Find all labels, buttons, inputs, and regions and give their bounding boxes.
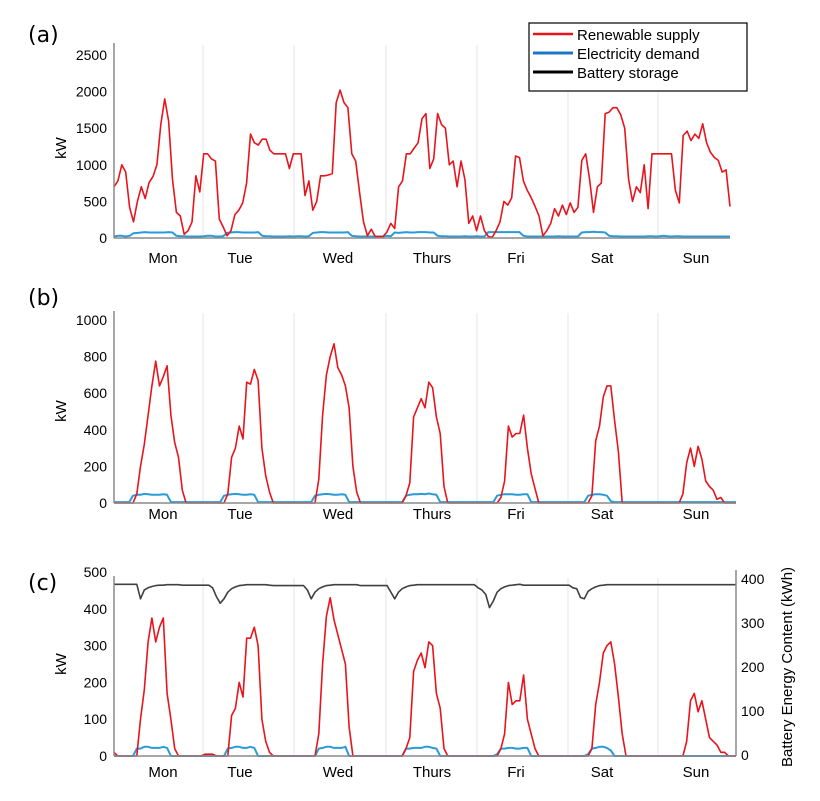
y-tick-label: 200 xyxy=(84,458,108,474)
legend-box xyxy=(528,22,748,92)
day-gridlines xyxy=(202,45,659,238)
y-tick-label: 500 xyxy=(84,564,108,580)
battery-storage-line xyxy=(114,583,736,609)
y-tick-label: 2500 xyxy=(76,47,107,63)
x-tick-label: Thurs xyxy=(413,250,451,267)
renewable-supply-line xyxy=(113,89,731,239)
y-tick-label: 300 xyxy=(84,638,108,654)
series-group xyxy=(113,89,731,239)
series-group xyxy=(113,583,736,757)
y-axis-label: kW xyxy=(53,399,70,422)
panel-label: (c) xyxy=(28,571,57,596)
x-axis-day-labels: Mon Tue Wed Thurs Fri Sat Sun xyxy=(148,250,709,267)
day-gridlines xyxy=(202,313,659,503)
y-tick-label: 500 xyxy=(84,193,108,209)
y-tick-label: 0 xyxy=(99,495,107,511)
y-axis-ticks: 0 100 200 300 400 500 xyxy=(84,564,108,764)
y-tick-label: 1500 xyxy=(76,120,107,136)
panel-label: (a) xyxy=(28,23,59,48)
x-tick-label: Thurs xyxy=(413,764,451,781)
y-tick-label: 1000 xyxy=(76,312,107,328)
legend-label-battery: Battery storage xyxy=(577,65,679,82)
panel-c: (c) 0 100 200 300 400 500 0 100 200 300 400 kW Ba… xyxy=(28,564,796,781)
y-tick-label: 200 xyxy=(84,674,108,690)
y2-axis-ticks: 0 100 200 300 400 xyxy=(741,571,765,763)
y2-tick-label: 200 xyxy=(741,659,765,675)
panel-b: (b) 0 200 400 600 800 1000 kW Mon Tue Wed Thurs F… xyxy=(28,286,736,523)
x-tick-label: Sat xyxy=(591,764,614,781)
x-tick-label: Sat xyxy=(591,506,614,523)
x-tick-label: Mon xyxy=(148,250,177,267)
x-axis-day-labels: Mon Tue Wed Thurs Fri Sat Sun xyxy=(148,506,709,523)
y-tick-label: 800 xyxy=(84,349,108,365)
y-tick-label: 400 xyxy=(84,601,108,617)
renewable-supply-line xyxy=(114,342,736,504)
day-gridlines xyxy=(202,578,659,756)
y2-tick-label: 400 xyxy=(741,571,765,587)
y-tick-label: 400 xyxy=(84,422,108,438)
panel-label: (b) xyxy=(28,286,59,311)
x-tick-label: Wed xyxy=(323,250,354,267)
y2-tick-label: 300 xyxy=(741,615,765,631)
y2-tick-label: 100 xyxy=(741,703,765,719)
x-tick-label: Mon xyxy=(148,764,177,781)
y2-tick-label: 0 xyxy=(741,747,749,763)
x-tick-label: Wed xyxy=(323,506,354,523)
panel-a: (a) 0 500 1000 1500 2000 2500 kW Mon Tue Wed Thu… xyxy=(28,23,731,267)
x-tick-label: Thurs xyxy=(413,506,451,523)
x-tick-label: Fri xyxy=(507,764,525,781)
y-tick-label: 0 xyxy=(99,748,107,764)
y-axis-ticks: 0 200 400 600 800 1000 xyxy=(76,312,107,511)
series-group xyxy=(114,342,736,504)
legend-label-demand: Electricity demand xyxy=(577,46,700,63)
legend: Renewable supply Electricity demand Batt… xyxy=(528,22,748,92)
x-tick-label: Sat xyxy=(591,250,614,267)
x-tick-label: Tue xyxy=(227,250,252,267)
y-axis-ticks: 0 500 1000 1500 2000 2500 xyxy=(76,47,107,246)
x-tick-label: Sun xyxy=(683,506,710,523)
y-tick-label: 2000 xyxy=(76,84,107,100)
electricity-demand-line xyxy=(114,492,736,504)
y-tick-label: 600 xyxy=(84,385,108,401)
y-tick-label: 1000 xyxy=(76,157,107,173)
renewable-supply-line xyxy=(113,596,736,757)
electricity-demand-line xyxy=(113,230,730,238)
y-tick-label: 0 xyxy=(99,230,107,246)
x-tick-label: Tue xyxy=(227,506,252,523)
x-tick-label: Fri xyxy=(507,506,525,523)
x-tick-label: Sun xyxy=(683,764,710,781)
x-tick-label: Fri xyxy=(507,250,525,267)
y2-axis-label: Battery Energy Content (kWh) xyxy=(779,567,796,767)
legend-label-renewable: Renewable supply xyxy=(577,27,700,44)
x-tick-label: Tue xyxy=(227,764,252,781)
x-tick-label: Wed xyxy=(323,764,354,781)
x-axis-day-labels: Mon Tue Wed Thurs Fri Sat Sun xyxy=(148,764,709,781)
y-axis-label: kW xyxy=(53,652,70,675)
y-tick-label: 100 xyxy=(84,711,108,727)
y-axis-label: kW xyxy=(53,136,70,159)
x-tick-label: Sun xyxy=(683,250,710,267)
x-tick-label: Mon xyxy=(148,506,177,523)
